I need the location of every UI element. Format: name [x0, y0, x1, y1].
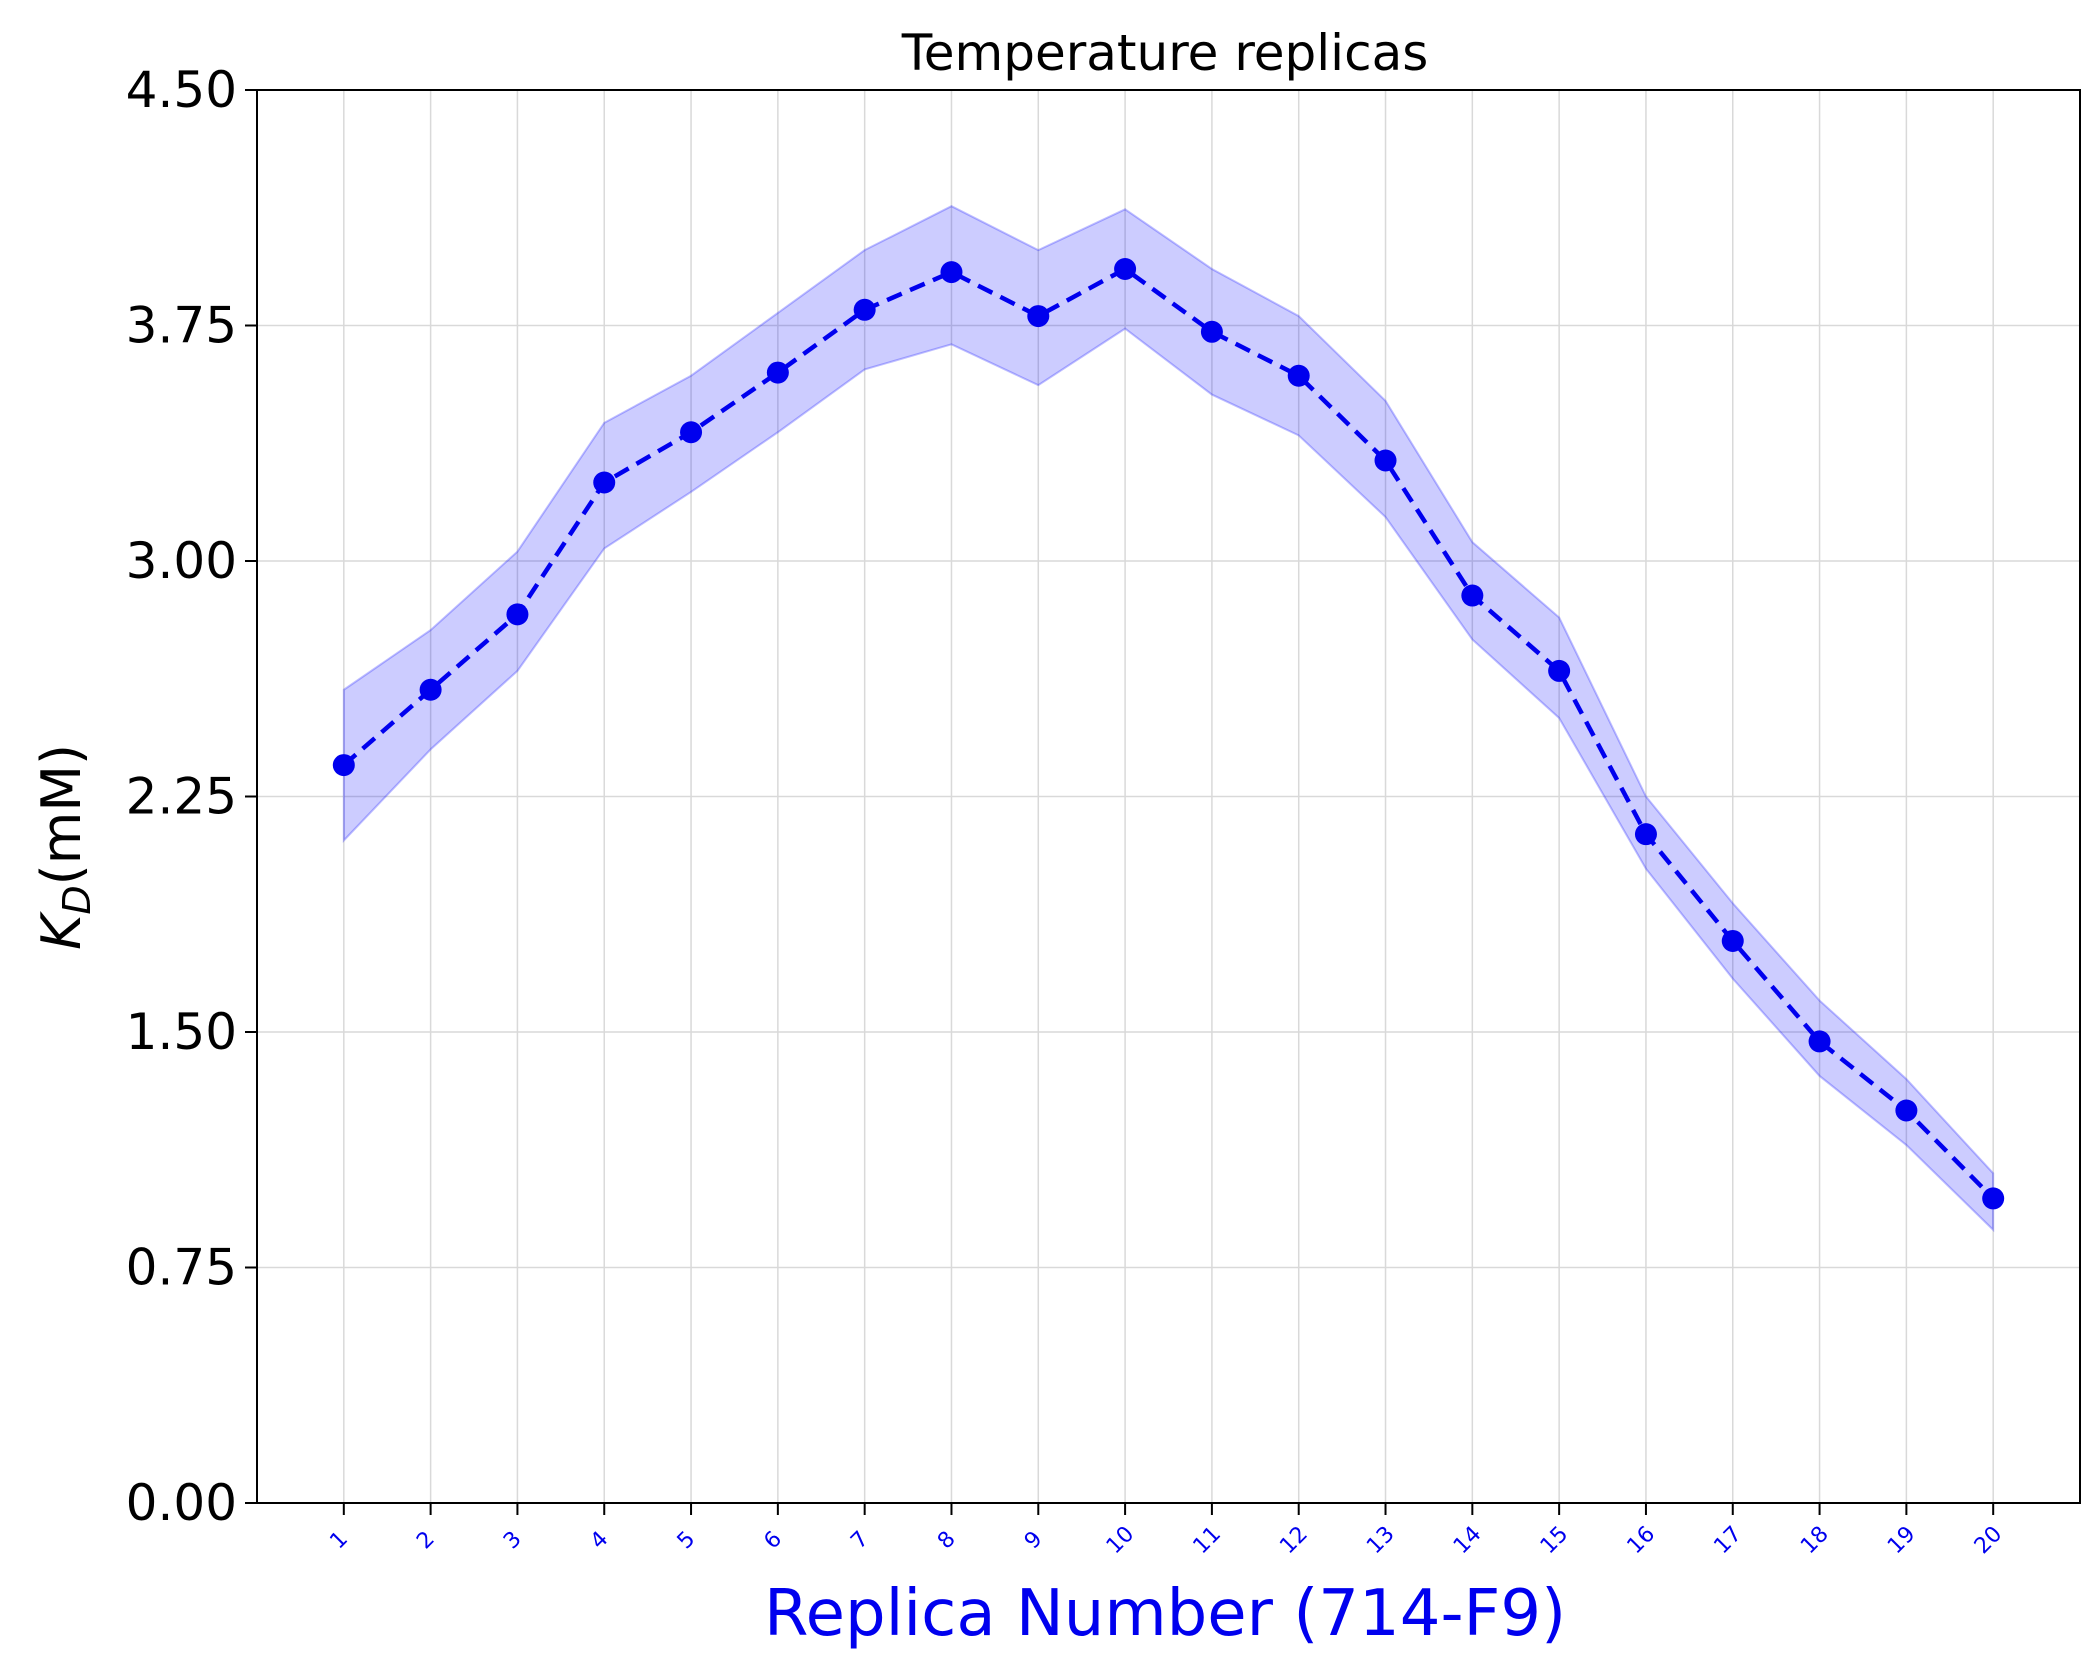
y-axis-label-symbol: K — [30, 911, 93, 950]
data-point — [332, 754, 355, 777]
data-point — [1200, 320, 1223, 343]
y-axis: 0.00 0.75 1.50 2.25 3.00 3.75 4.50 — [126, 61, 257, 1532]
y-tick-label: 0.75 — [126, 1239, 237, 1297]
series-line-group — [342, 266, 1995, 1201]
x-axis-label: Replica Number (714-F9) — [764, 1577, 1566, 1651]
y-axis-label-unit: (mM) — [30, 744, 93, 885]
grid — [257, 89, 2080, 1504]
series-line — [342, 266, 1995, 1201]
data-point — [1287, 364, 1310, 387]
data-point — [1114, 257, 1137, 280]
data-point — [419, 678, 442, 701]
y-axis-label: KD(mM) — [30, 744, 99, 950]
data-point — [506, 603, 529, 626]
data-point — [1374, 449, 1397, 472]
data-point — [1461, 584, 1484, 607]
data-point — [1027, 305, 1050, 328]
data-point — [1808, 1030, 1831, 1053]
data-point — [1895, 1099, 1918, 1122]
data-point — [853, 298, 876, 321]
y-tick-label: 1.50 — [126, 1003, 237, 1061]
data-point — [593, 471, 616, 494]
confidence-band — [342, 205, 1995, 1233]
y-axis-label-subscript: D — [55, 885, 99, 914]
data-point — [766, 361, 789, 384]
y-tick-label: 2.25 — [126, 768, 237, 826]
data-point — [1548, 659, 1571, 682]
y-tick-label: 3.00 — [126, 532, 237, 590]
y-tick-label: 4.50 — [126, 61, 237, 119]
data-point — [1721, 929, 1744, 952]
y-tick-label: 0.00 — [126, 1474, 237, 1532]
chart-title: Temperature replicas — [901, 24, 1429, 82]
data-point — [1634, 823, 1657, 846]
data-point — [680, 421, 703, 444]
y-tick-label: 3.75 — [126, 297, 237, 355]
data-points — [332, 257, 2005, 1210]
data-point — [940, 261, 963, 284]
confidence-band-group — [342, 205, 1995, 1233]
data-point — [1982, 1187, 2005, 1210]
